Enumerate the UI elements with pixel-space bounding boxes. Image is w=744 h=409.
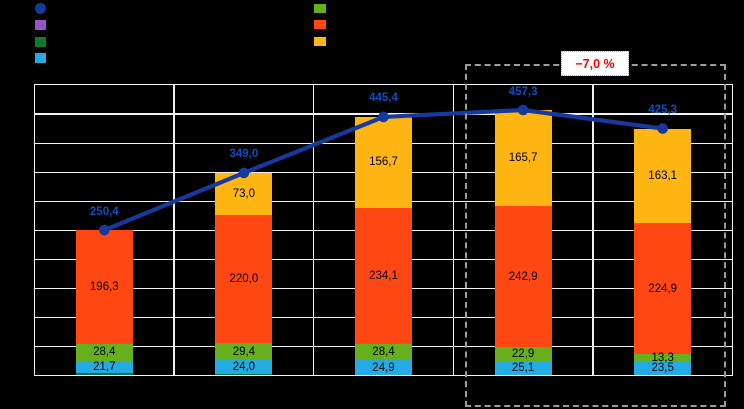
bar-segment-orangered	[634, 223, 692, 354]
bar-segment-label: 165,7	[508, 152, 538, 165]
bar-segment-cyan	[215, 360, 273, 375]
annotation-label: −7,0 %	[575, 56, 615, 71]
category-separator	[452, 85, 455, 376]
bar-segment-label: 13,3	[651, 351, 674, 364]
bar-segment-green	[215, 343, 273, 361]
total-line-marker	[238, 167, 250, 179]
bar-segment-amber	[355, 116, 412, 208]
category-separator	[592, 85, 594, 376]
bar-segment-green	[355, 343, 412, 361]
legend-swatch-cyan-series	[35, 52, 46, 63]
total-line-marker	[99, 224, 110, 236]
total-line-label: 349,0	[229, 148, 259, 161]
bar-segment-green	[634, 353, 692, 362]
bar-segment-label: 21,7	[93, 360, 116, 373]
bar-segment-label: 220,0	[229, 273, 259, 286]
bar-segment-label: 163,1	[648, 169, 678, 182]
bar-segment-remainder	[75, 373, 133, 376]
bar-segment-cyan	[494, 360, 552, 376]
bar-segment-cyan	[634, 361, 692, 376]
bar-segment-label: 25,1	[511, 361, 535, 374]
legend-swatch-darkgreen-series	[35, 36, 46, 47]
bar-segment-label: 156,7	[369, 156, 398, 169]
category-separator	[312, 85, 315, 376]
bar-segment-label: 23,5	[651, 362, 674, 375]
total-line-marker	[378, 111, 389, 123]
bar-segment-label: 28,4	[93, 346, 116, 359]
bar-segment-amber	[634, 128, 692, 224]
bar-segment-label: 28,4	[372, 346, 395, 359]
bar-segment-green	[75, 344, 133, 361]
bar-segment-orangered	[355, 207, 412, 344]
total-line-marker	[517, 104, 529, 116]
total-line-marker	[657, 123, 668, 134]
bar-segment-label: 24,9	[372, 361, 395, 374]
bar-segment-orangered	[215, 215, 273, 344]
legend-swatch-green-series	[314, 4, 326, 13]
bar-segment-label: 29,4	[232, 345, 256, 358]
bar-segment-label: 22,9	[511, 347, 535, 360]
category-separator	[173, 85, 175, 376]
bar-segment-label: 73,0	[232, 188, 256, 201]
legend-swatch-orangered-series	[314, 20, 326, 30]
bar-segment-cyan	[355, 360, 412, 375]
bar-segment-orangered	[494, 206, 552, 348]
bar-segment-label: 196,3	[89, 281, 119, 294]
legend-swatch-total-line-series	[35, 2, 46, 14]
annotation-box: −7,0 %	[561, 51, 629, 76]
total-line-label: 457,3	[508, 85, 538, 98]
bar-segment-label: 224,9	[648, 282, 678, 295]
bar-segment-remainder	[215, 374, 273, 376]
plot-frame-border	[33, 84, 734, 377]
bar-segment-green	[494, 347, 552, 361]
bar-segment-orangered	[75, 230, 133, 345]
bar-segment-label: 242,9	[508, 270, 538, 283]
bar-segment-label: 24,0	[232, 361, 256, 374]
bar-segment-cyan	[75, 360, 133, 374]
highlight-dashed-rect	[464, 63, 726, 407]
legend-swatch-amber-series	[314, 37, 326, 47]
total-line-label: 445,4	[369, 92, 398, 105]
legend-swatch-purple-series	[35, 20, 46, 30]
total-line-label: 250,4	[89, 205, 119, 218]
bar-segment-amber	[494, 110, 552, 207]
total-line-label: 425,3	[648, 104, 678, 117]
bar-segment-label: 234,1	[369, 269, 398, 282]
bar-segment-remainder	[355, 374, 412, 376]
